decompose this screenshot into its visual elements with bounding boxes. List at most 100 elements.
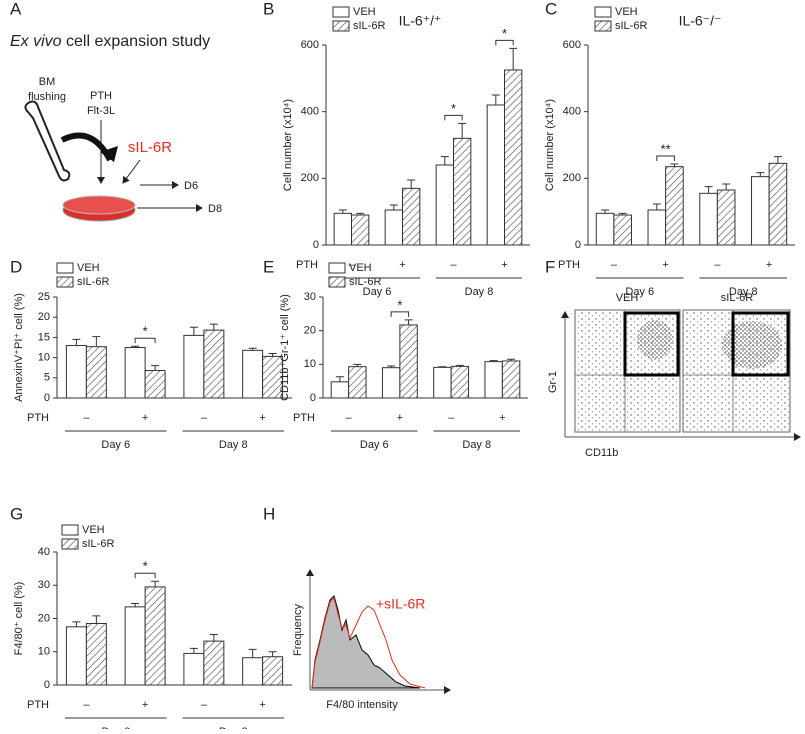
group-label: Day 6 — [360, 439, 389, 451]
x-tick-label: – — [83, 699, 90, 711]
bar — [203, 640, 225, 686]
x-tick-label: + — [259, 412, 265, 424]
bar — [203, 329, 225, 399]
panel-a: A Ex vivo cell expansion study BM flushi… — [10, 0, 222, 222]
bar — [144, 586, 166, 686]
panel-letter: F — [545, 257, 555, 276]
label: D8 — [208, 203, 222, 215]
legend-swatch — [328, 262, 346, 274]
y-tick-label: 30 — [304, 291, 316, 303]
legend-swatch — [56, 262, 74, 274]
x-tick-label: + — [499, 412, 505, 424]
x-tick-label: + — [142, 412, 148, 424]
bar — [242, 657, 264, 686]
label: D6 — [184, 180, 198, 192]
significance-bracket — [134, 572, 156, 579]
dense-cloud — [722, 321, 782, 369]
bar — [433, 366, 452, 399]
error-bar — [509, 47, 518, 70]
chart-title: IL-6⁻/⁻ — [679, 13, 722, 29]
error-bar — [491, 94, 500, 105]
annotation: +sIL-6R — [376, 596, 425, 612]
title-italic: Ex vivo — [10, 33, 62, 50]
error-bar — [507, 358, 516, 361]
legend-label: VEH — [353, 6, 376, 18]
bar — [484, 361, 503, 399]
x-tick-label: + — [662, 259, 668, 271]
dish-top — [62, 195, 136, 215]
bar — [144, 370, 166, 399]
error-bar — [131, 603, 140, 607]
significance-bracket — [444, 114, 463, 121]
dense-cloud — [637, 320, 673, 360]
y-tick-label: 30 — [38, 579, 50, 591]
error-bar — [209, 633, 218, 642]
error-bar — [356, 212, 365, 215]
y-tick-label: 0 — [313, 239, 319, 251]
axis-label: Frequency — [292, 604, 304, 656]
error-bar — [131, 345, 140, 348]
bar — [381, 367, 401, 399]
legend-label: sIL-6R — [77, 276, 109, 288]
y-tick-label: 200 — [563, 172, 581, 184]
significance-label: * — [502, 26, 507, 41]
bar — [348, 366, 367, 399]
x-row-label: PTH — [558, 259, 580, 271]
group-label: Day 6 — [101, 439, 130, 451]
y-tick-label: 40 — [38, 546, 50, 558]
error-bar — [189, 647, 198, 654]
error-bar — [353, 363, 362, 367]
legend-swatch — [594, 6, 612, 18]
histogram-sil6r — [311, 597, 426, 689]
y-tick-label: 200 — [301, 172, 319, 184]
error-bar — [773, 156, 782, 164]
label: PTH — [90, 90, 112, 102]
x-tick-label: – — [201, 412, 208, 424]
y-tick-label: 20 — [304, 325, 316, 337]
error-bar — [248, 648, 257, 658]
x-row-label: PTH — [27, 699, 49, 711]
error-bar — [151, 365, 160, 371]
error-bar — [151, 580, 160, 587]
bar — [647, 209, 667, 246]
x-tick-label: + — [397, 412, 403, 424]
x-tick-label: – — [448, 412, 455, 424]
significance-label: * — [397, 297, 402, 312]
significance-label: * — [143, 559, 148, 574]
error-bar — [489, 360, 498, 362]
error-bar — [387, 365, 396, 368]
significance-label: * — [143, 324, 148, 339]
y-axis-label: Cell number (x10⁴) — [544, 99, 556, 191]
y-tick-label: 600 — [301, 39, 319, 51]
error-bar — [440, 156, 449, 165]
legend-label: sIL-6R — [82, 538, 114, 550]
group-label: Day 6 — [625, 286, 654, 298]
group-label: Day 8 — [462, 439, 491, 451]
panel-f: F VEH sIL-6R Gr-1 CD11b — [545, 257, 801, 459]
bar — [65, 344, 87, 399]
error-bar — [404, 319, 413, 325]
error-bar — [92, 615, 101, 624]
error-bar — [438, 366, 447, 368]
bar — [751, 176, 770, 246]
x-tick-label: + — [399, 259, 405, 271]
panel-letter: B — [263, 0, 274, 18]
panel-letter: A — [10, 0, 22, 18]
label: flushing — [28, 91, 66, 103]
x-row-label: PTH — [27, 412, 49, 424]
legend-label: VEH — [349, 262, 372, 274]
bar — [486, 104, 506, 246]
group-label: Day 8 — [465, 286, 494, 298]
error-bar — [209, 323, 218, 331]
y-tick-label: 10 — [38, 646, 50, 658]
bar — [768, 162, 788, 246]
label: sIL-6R — [721, 292, 753, 304]
error-bar — [72, 338, 81, 346]
bar — [85, 346, 107, 399]
y-tick-label: 0 — [44, 679, 50, 691]
bone — [24, 100, 71, 182]
y-tick-label: 10 — [304, 358, 316, 370]
gate — [731, 311, 790, 377]
y-tick-label: 25 — [38, 291, 50, 303]
error-bar — [652, 203, 661, 210]
